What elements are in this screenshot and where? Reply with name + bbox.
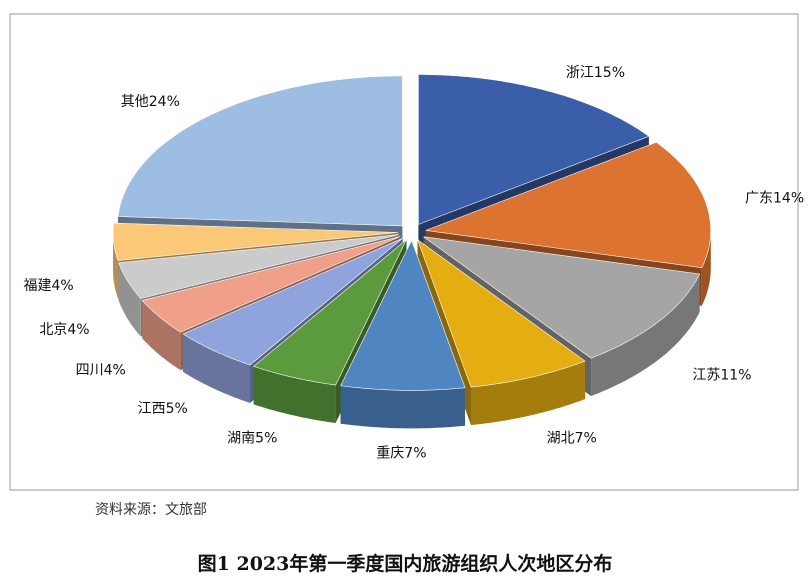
source-note: 资料来源：文旅部	[95, 502, 207, 518]
data-label: 江西5%	[138, 401, 188, 417]
chart-title: 图1 2023年第一季度国内旅游组织人次地区分布	[198, 552, 613, 575]
slice-wall	[113, 232, 119, 299]
value-label: 4%	[67, 322, 89, 338]
value-label: 11%	[720, 367, 751, 383]
value-label: 5%	[166, 401, 188, 417]
slice	[182, 238, 403, 366]
data-label: 其他24%	[121, 94, 180, 110]
slice	[423, 236, 701, 359]
data-label: 湖北7%	[547, 431, 597, 447]
category-label: 福建	[23, 278, 51, 294]
value-label: 7%	[575, 431, 597, 447]
value-label: 15%	[594, 65, 625, 81]
slice	[418, 74, 650, 225]
slice-wall	[471, 361, 586, 426]
category-label: 其他	[121, 94, 149, 110]
value-label: 7%	[404, 445, 426, 461]
data-label: 重庆7%	[376, 445, 426, 461]
value-label: 24%	[149, 94, 180, 110]
data-label: 浙江15%	[566, 65, 625, 81]
value-label: 4%	[51, 278, 73, 294]
slice	[253, 239, 407, 386]
slice	[416, 238, 586, 388]
data-label: 北京4%	[39, 322, 89, 338]
category-label: 江西	[138, 401, 166, 417]
slice	[118, 234, 399, 299]
category-label: 重庆	[376, 445, 404, 461]
data-label: 湖南5%	[227, 431, 277, 447]
category-label: 浙江	[566, 65, 594, 81]
category-label: 湖南	[227, 431, 255, 447]
value-label: 5%	[255, 431, 277, 447]
category-label: 湖北	[547, 431, 575, 447]
category-label: 江苏	[692, 367, 720, 383]
category-label: 广东	[745, 191, 773, 207]
slice-wall	[118, 262, 141, 337]
data-label: 福建4%	[23, 278, 73, 294]
slice-wall	[253, 366, 336, 423]
pie	[112, 74, 712, 429]
slice-wall	[142, 300, 181, 371]
slice	[340, 239, 466, 391]
slice	[117, 75, 403, 227]
value-label: 14%	[773, 191, 804, 207]
data-label: 广东14%	[745, 191, 804, 207]
slice-wall	[183, 333, 250, 403]
slice	[425, 141, 712, 269]
data-label: 四川4%	[76, 363, 126, 379]
slice-wall	[591, 274, 700, 397]
slice	[112, 222, 399, 261]
category-label: 北京	[39, 322, 67, 338]
value-label: 4%	[104, 363, 126, 379]
slice-wall	[340, 385, 465, 429]
category-label: 四川	[76, 363, 104, 379]
chart-frame	[9, 13, 799, 491]
slice	[141, 236, 401, 333]
data-label: 江苏11%	[692, 367, 751, 383]
